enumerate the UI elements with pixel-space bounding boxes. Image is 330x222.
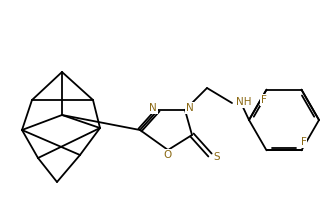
Text: F: F (301, 137, 307, 147)
Text: N: N (149, 103, 157, 113)
Text: N: N (186, 103, 194, 113)
Text: F: F (261, 95, 266, 105)
Text: NH: NH (236, 97, 251, 107)
Text: S: S (214, 152, 220, 162)
Text: O: O (164, 150, 172, 160)
